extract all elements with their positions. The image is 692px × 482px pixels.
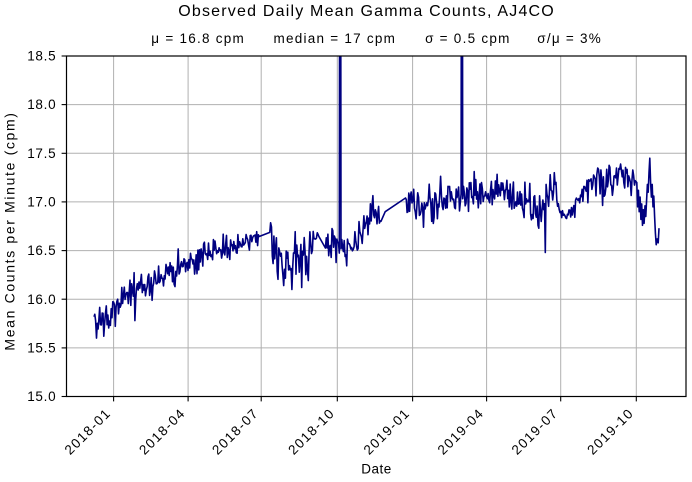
svg-text:16.5: 16.5 xyxy=(27,243,56,258)
svg-text:15.5: 15.5 xyxy=(27,341,56,356)
svg-text:σ = 0.5 cpm: σ = 0.5 cpm xyxy=(425,31,511,46)
svg-text:18.0: 18.0 xyxy=(27,97,56,112)
svg-text:15.0: 15.0 xyxy=(27,389,56,404)
svg-text:Mean Counts per Minute (cpm): Mean Counts per Minute (cpm) xyxy=(2,111,18,350)
svg-text:17.5: 17.5 xyxy=(27,146,56,161)
svg-text:16.0: 16.0 xyxy=(27,292,56,307)
svg-text:17.0: 17.0 xyxy=(27,195,56,210)
svg-text:Date: Date xyxy=(361,462,392,477)
svg-text:σ/μ = 3%: σ/μ = 3% xyxy=(537,31,602,46)
svg-text:18.5: 18.5 xyxy=(27,49,56,64)
svg-text:median = 17 cpm: median = 17 cpm xyxy=(274,31,397,46)
svg-text:Observed Daily Mean Gamma Coun: Observed Daily Mean Gamma Counts, AJ4CO xyxy=(178,3,555,20)
svg-text:μ = 16.8 cpm: μ = 16.8 cpm xyxy=(151,31,245,46)
